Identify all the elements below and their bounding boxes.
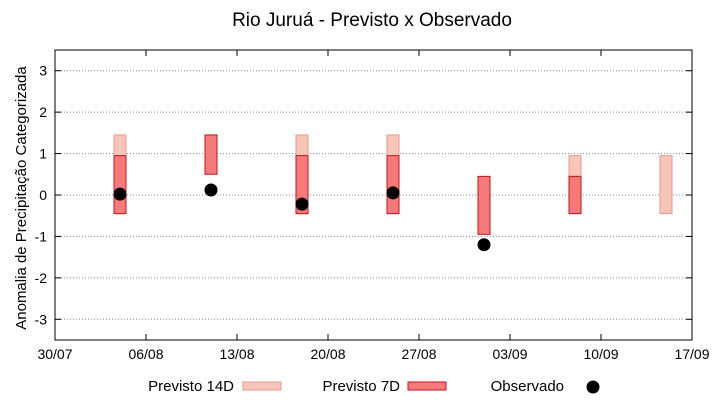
forecast-14d-bar	[568, 155, 582, 177]
x-tick-label: 10/09	[583, 346, 618, 362]
y-tick-label: -3	[35, 311, 48, 327]
legend: Previsto 14D Previsto 7D Observado	[148, 378, 600, 395]
x-tick-label: 20/08	[310, 346, 345, 362]
observed-series	[113, 183, 491, 252]
forecast-7d-bar	[477, 175, 491, 235]
observed-point	[295, 197, 309, 211]
y-tick-label: 1	[39, 146, 47, 162]
x-axis: 30/07 06/08 13/08 20/08 27/08 03/09 10/09 17/09	[37, 50, 710, 362]
x-tick-label: 17/09	[674, 346, 709, 362]
x-tick-label: 27/08	[401, 346, 436, 362]
grid	[55, 70, 692, 320]
y-tick-label: -2	[35, 270, 48, 286]
forecast-7d-bar	[386, 155, 400, 215]
x-tick-label: 13/08	[219, 346, 254, 362]
legend-swatch	[242, 381, 282, 391]
legend-label: Previsto 14D	[148, 378, 234, 395]
y-axis-label: Anomalia de Precipitação Categorizada	[13, 66, 30, 330]
x-tick-label: 06/08	[128, 346, 163, 362]
observed-point	[477, 238, 491, 252]
x-tick-label: 30/07	[37, 346, 72, 362]
forecast-7d-bar	[204, 134, 218, 175]
chart-title: Rio Juruá - Previsto x Observado	[232, 10, 512, 31]
forecast-7d-bar	[113, 155, 127, 215]
forecast-14d-bar	[659, 155, 673, 215]
y-tick-label: -1	[35, 228, 48, 244]
y-tick-label: 0	[39, 187, 47, 203]
legend-swatch	[407, 381, 447, 391]
legend-label: Previsto 7D	[322, 378, 400, 395]
forecast-7d-bar	[568, 175, 582, 215]
legend-swatch	[586, 380, 600, 394]
y-axis: 3 2 1 0 -1 -2 -3	[35, 63, 692, 327]
x-tick-label: 03/09	[492, 346, 527, 362]
legend-label: Observado	[491, 378, 564, 395]
observed-point	[386, 186, 400, 200]
observed-point	[204, 183, 218, 197]
observed-point	[113, 187, 127, 201]
y-tick-label: 3	[39, 63, 47, 79]
forecast-7d-series	[113, 134, 582, 235]
y-tick-label: 2	[39, 104, 47, 120]
